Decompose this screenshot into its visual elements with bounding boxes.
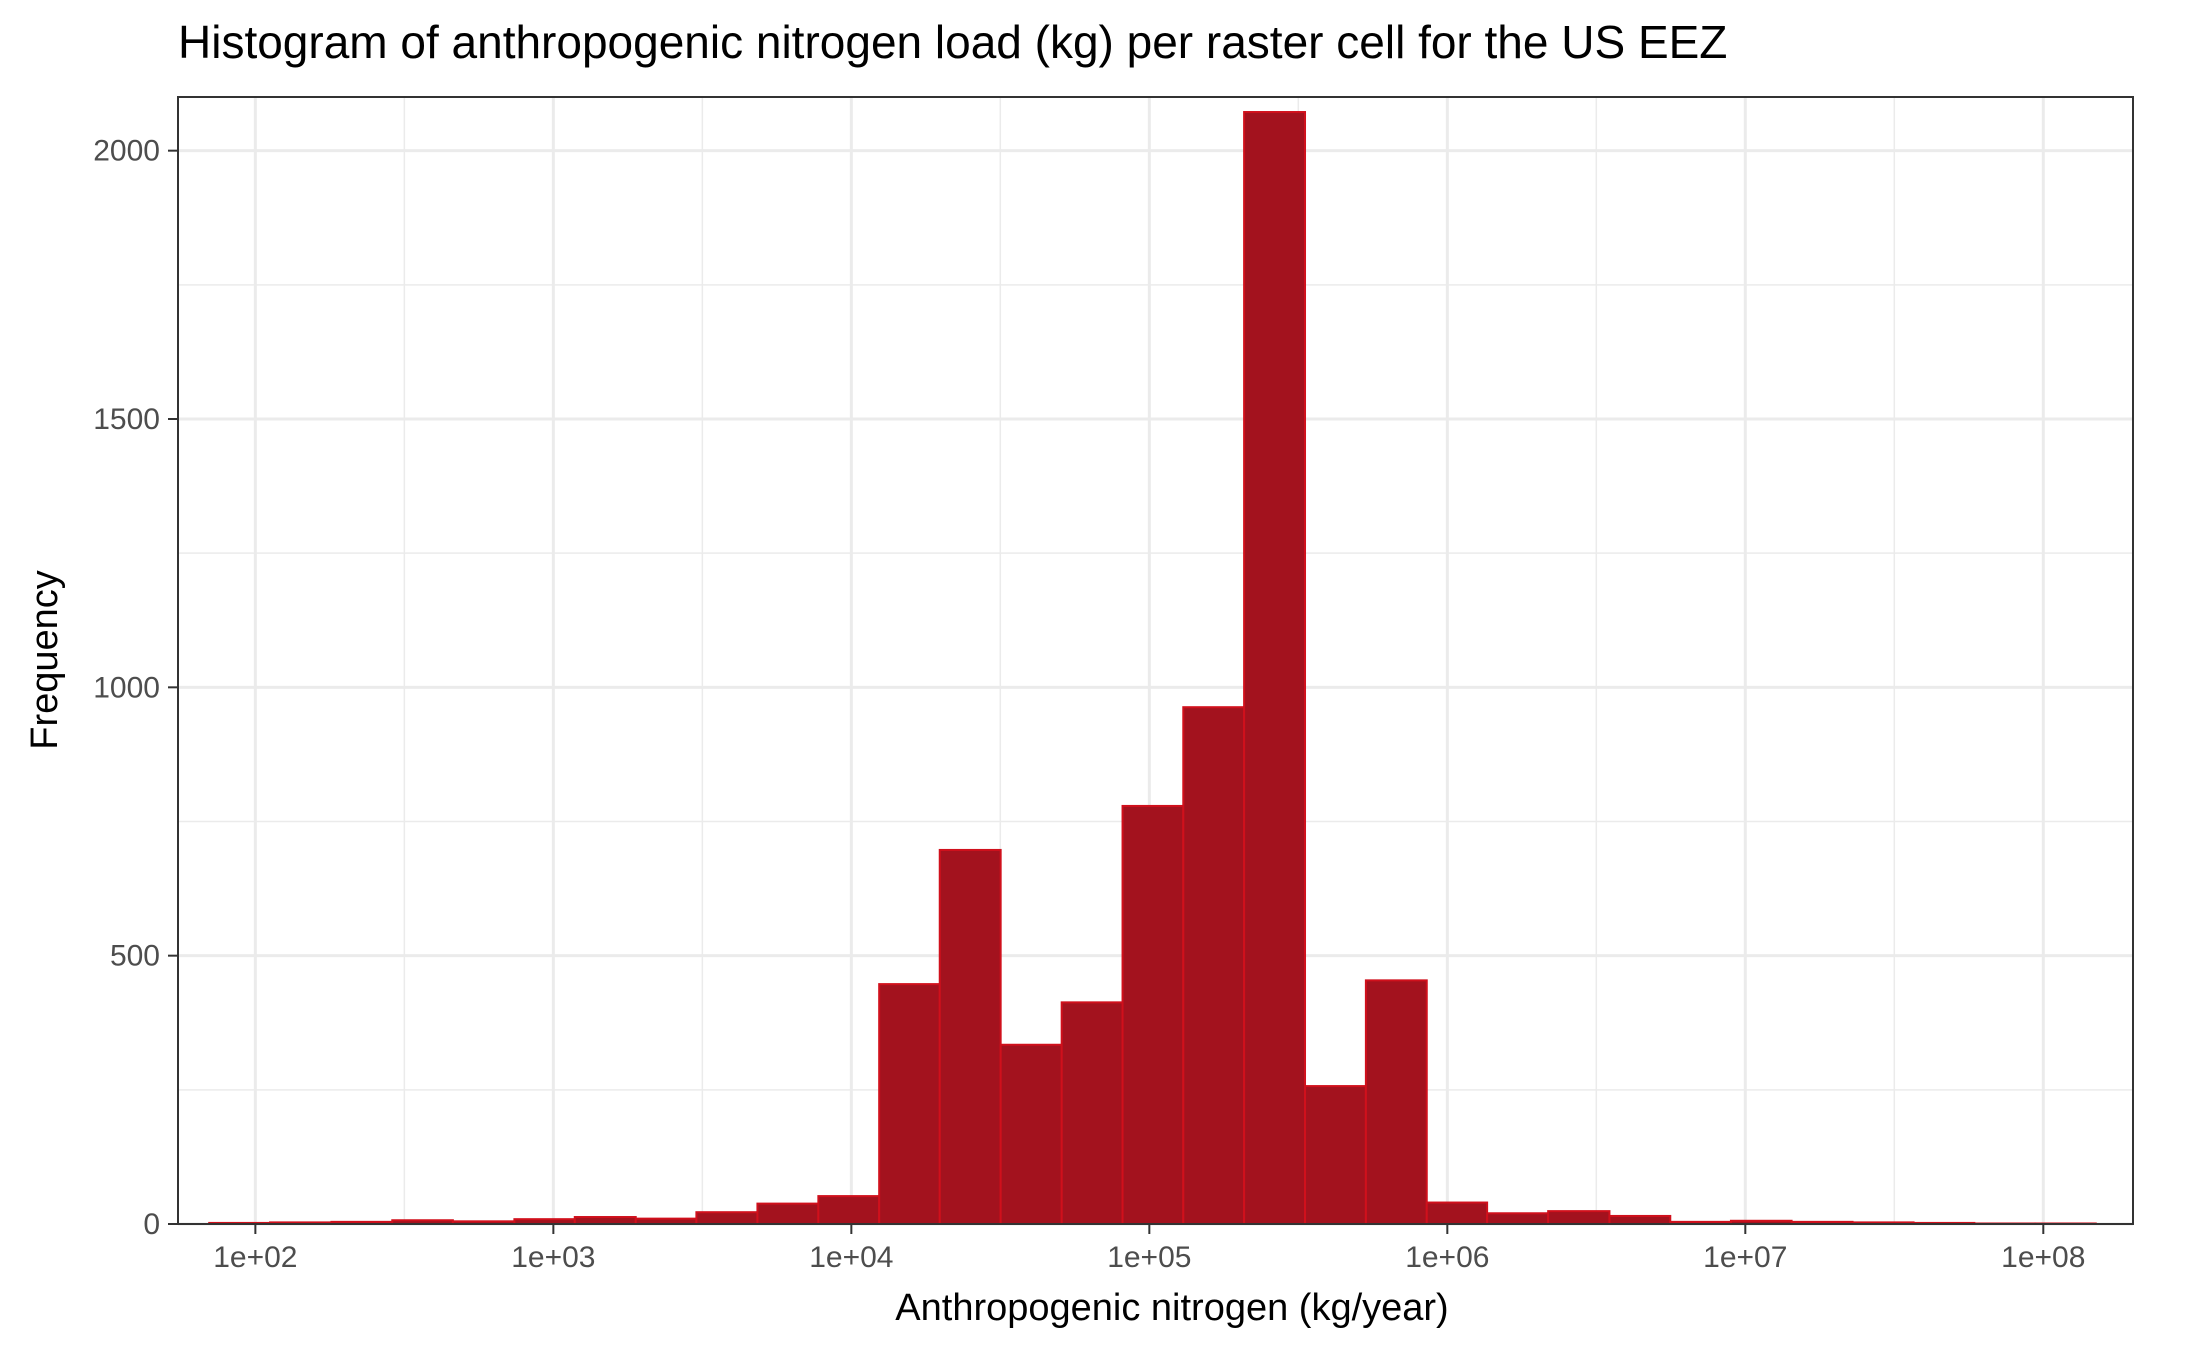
x-tick-label: 1e+08 bbox=[2001, 1241, 2085, 1274]
y-tick-label: 1500 bbox=[93, 403, 160, 436]
axis-ticks: 1e+02 1e+03 1e+04 1e+05 1e+06 1e+07 1e+08 0 500 1… bbox=[93, 135, 2085, 1274]
y-tick-label: 500 bbox=[110, 940, 160, 973]
x-tick-label: 1e+06 bbox=[1405, 1241, 1489, 1274]
histogram-bar bbox=[817, 1195, 881, 1226]
y-tick-label: 0 bbox=[143, 1208, 160, 1241]
histogram-bars bbox=[208, 111, 2097, 1226]
x-tick-label: 1e+02 bbox=[213, 1241, 297, 1274]
histogram-bar bbox=[756, 1202, 820, 1226]
histogram-bar bbox=[1121, 804, 1185, 1225]
x-tick-label: 1e+03 bbox=[511, 1241, 595, 1274]
x-axis-title: Anthropogenic nitrogen (kg/year) bbox=[895, 1287, 1448, 1329]
x-tick-label: 1e+05 bbox=[1107, 1241, 1191, 1274]
histogram-bar bbox=[1243, 111, 1307, 1226]
y-tick-label: 2000 bbox=[93, 135, 160, 168]
histogram-bar bbox=[1486, 1212, 1550, 1226]
histogram-bar bbox=[878, 983, 941, 1225]
histogram-bar bbox=[938, 848, 1002, 1226]
histogram-bar bbox=[573, 1216, 637, 1225]
histogram-bar bbox=[1182, 706, 1246, 1225]
chart-title: Histogram of anthropogenic nitrogen load… bbox=[178, 16, 1727, 68]
x-tick-label: 1e+04 bbox=[809, 1241, 893, 1274]
panel-border bbox=[177, 96, 2134, 1225]
histogram-bar bbox=[1060, 1001, 1124, 1226]
histogram-bar bbox=[1364, 979, 1428, 1225]
histogram-bar bbox=[1304, 1085, 1367, 1225]
histogram-bar bbox=[1425, 1201, 1489, 1225]
histogram-bar bbox=[999, 1043, 1063, 1225]
y-axis-title: Frequency bbox=[24, 570, 66, 750]
histogram-bar bbox=[1608, 1214, 1672, 1225]
y-tick-label: 1000 bbox=[93, 671, 160, 704]
x-tick-label: 1e+07 bbox=[1703, 1241, 1787, 1274]
histogram-bar bbox=[1547, 1210, 1611, 1225]
histogram-bar bbox=[695, 1211, 759, 1226]
